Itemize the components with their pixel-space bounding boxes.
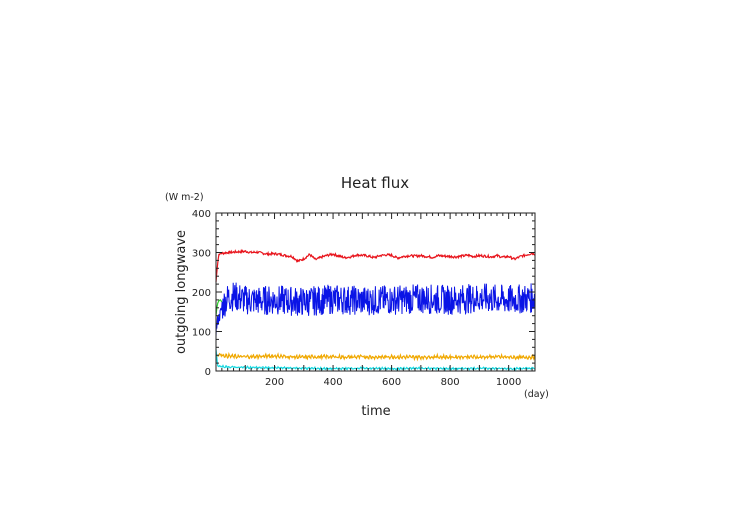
series-line-3 bbox=[215, 282, 536, 337]
y-tick-label: 0 bbox=[205, 367, 211, 378]
x-tick-label: 400 bbox=[324, 377, 343, 388]
y-units-label: (W m-2) bbox=[165, 192, 204, 203]
series-layer bbox=[215, 248, 536, 371]
series-line-1 bbox=[215, 248, 535, 283]
x-units-label: (day) bbox=[524, 389, 549, 400]
series-line-4 bbox=[215, 351, 536, 362]
x-tick-label: 600 bbox=[382, 377, 401, 388]
series-line-5 bbox=[215, 349, 536, 371]
plot-frame bbox=[215, 212, 536, 372]
x-tick-label: 200 bbox=[265, 377, 284, 388]
y-axis-label: outgoing longwave bbox=[174, 230, 189, 354]
x-tick-label: 1000 bbox=[496, 377, 521, 388]
y-tick-label: 400 bbox=[192, 209, 211, 220]
y-tick-label: 100 bbox=[192, 328, 211, 339]
x-tick-label: 800 bbox=[441, 377, 460, 388]
x-axis-label: time bbox=[361, 404, 390, 419]
series-line-2 bbox=[215, 299, 223, 316]
y-tick-label: 300 bbox=[192, 249, 211, 260]
chart-title: Heat flux bbox=[341, 174, 409, 192]
y-tick-label: 200 bbox=[192, 288, 211, 299]
